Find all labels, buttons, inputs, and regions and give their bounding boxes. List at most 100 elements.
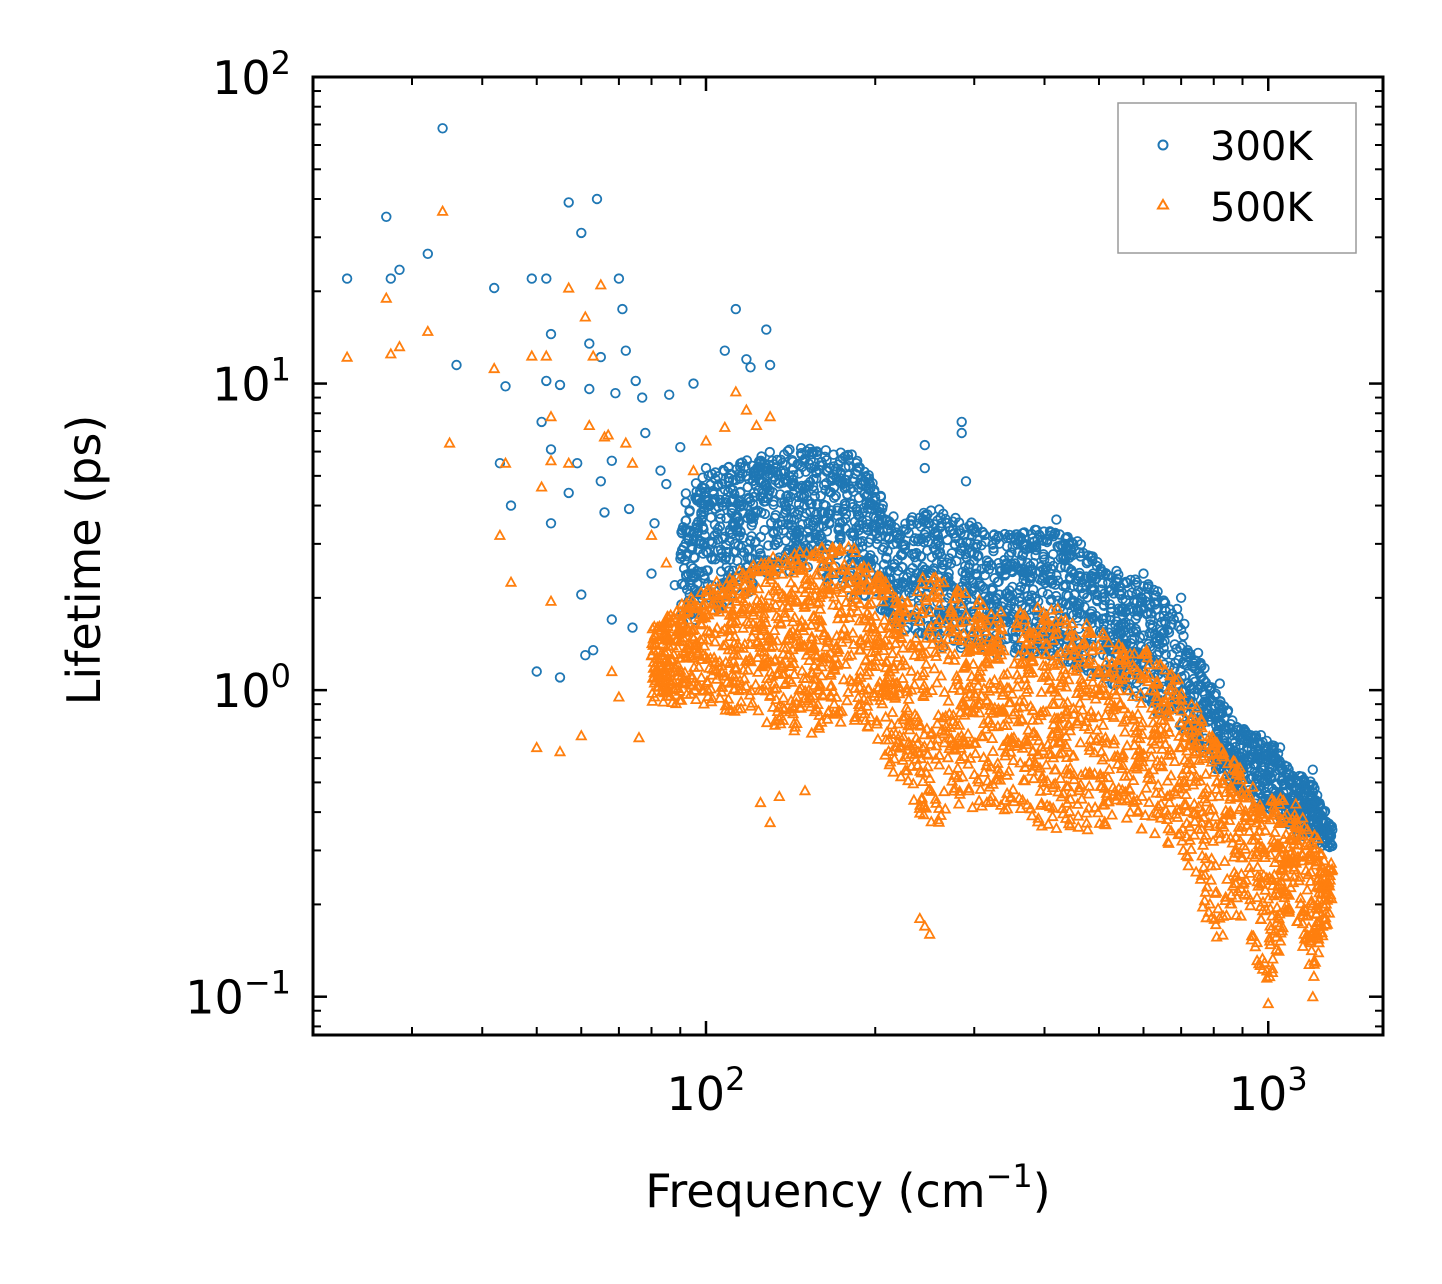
point-500k-1393 bbox=[1081, 625, 1095, 637]
point-500k-880 bbox=[1064, 813, 1077, 825]
point-500k-1998 bbox=[732, 640, 746, 652]
point-500k-1718 bbox=[699, 649, 712, 661]
point-500k-1905 bbox=[1258, 850, 1272, 862]
point-500k-1434 bbox=[1116, 783, 1129, 795]
point-500k-748 bbox=[1296, 811, 1309, 823]
point-500k-1260 bbox=[843, 673, 857, 685]
point-500k-1749 bbox=[962, 784, 976, 796]
point-300k-2233 bbox=[738, 532, 749, 543]
point-300k-2610 bbox=[505, 500, 517, 511]
point-300k-2448 bbox=[847, 499, 858, 510]
point-500k-2160 bbox=[830, 706, 844, 718]
point-500k-2030 bbox=[1082, 657, 1095, 669]
point-300k-1815 bbox=[981, 555, 993, 566]
point-300k-2639 bbox=[620, 345, 632, 356]
point-500k-816 bbox=[1185, 842, 1198, 854]
point-500k-1310 bbox=[1305, 894, 1318, 906]
point-300k-2055 bbox=[721, 561, 732, 573]
point-500k-1144 bbox=[1133, 750, 1146, 762]
point-500k-1354 bbox=[749, 678, 762, 690]
point-300k-2659 bbox=[730, 303, 742, 315]
point-500k-2246 bbox=[744, 584, 758, 596]
point-500k-1601 bbox=[1215, 750, 1229, 762]
point-500k-784 bbox=[805, 618, 818, 630]
point-500k-2228 bbox=[821, 572, 834, 584]
point-300k-2644 bbox=[640, 427, 651, 439]
point-500k-1360 bbox=[1080, 806, 1093, 818]
point-300k-2432 bbox=[1038, 551, 1049, 563]
point-500k-969 bbox=[1265, 909, 1279, 921]
point-500k-1428 bbox=[833, 542, 846, 554]
point-500k-1295 bbox=[1260, 971, 1273, 983]
point-500k-2011 bbox=[951, 583, 964, 595]
point-500k-2263 bbox=[778, 702, 791, 714]
point-500k-2178 bbox=[1026, 744, 1040, 756]
point-500k-1961 bbox=[646, 694, 659, 706]
point-300k-2664 bbox=[764, 359, 776, 371]
point-500k-1678 bbox=[916, 571, 929, 583]
point-500k-1251 bbox=[835, 704, 849, 716]
point-500k-1114 bbox=[896, 671, 909, 683]
point-500k-2192 bbox=[1184, 756, 1197, 768]
point-300k-2201 bbox=[731, 526, 743, 537]
point-300k-1983 bbox=[1105, 611, 1116, 623]
point-300k-2649 bbox=[664, 389, 675, 400]
point-500k-1530 bbox=[1311, 832, 1324, 844]
point-300k-2091 bbox=[789, 514, 800, 525]
point-500k-890 bbox=[954, 706, 967, 718]
point-500k-1900 bbox=[694, 633, 707, 645]
point-500k-1802 bbox=[812, 719, 825, 731]
point-500k-1666 bbox=[930, 739, 943, 751]
point-500k-929 bbox=[880, 725, 894, 737]
point-300k-2555 bbox=[1073, 570, 1085, 582]
point-300k-2397 bbox=[1309, 783, 1320, 794]
point-500k-487 bbox=[1105, 808, 1119, 820]
point-500k-1922 bbox=[1178, 753, 1191, 765]
point-500k-2285 bbox=[793, 683, 806, 695]
point-500k-1657 bbox=[726, 589, 740, 601]
point-500k-2230 bbox=[963, 679, 976, 691]
point-300k-2661 bbox=[745, 362, 756, 373]
point-500k-1018 bbox=[1063, 724, 1077, 736]
point-500k-708 bbox=[1071, 797, 1084, 809]
point-300k-959 bbox=[812, 514, 824, 525]
point-500k-1928 bbox=[1182, 859, 1195, 871]
point-500k-2119 bbox=[994, 678, 1007, 690]
point-300k-2463 bbox=[854, 511, 865, 522]
point-300k-2564 bbox=[1002, 532, 1014, 543]
point-300k-2658 bbox=[728, 493, 739, 505]
point-500k-188 bbox=[972, 794, 986, 806]
point-500k-2266 bbox=[755, 683, 769, 695]
point-500k-1341 bbox=[1277, 793, 1290, 805]
point-500k-2144 bbox=[896, 753, 909, 765]
point-500k-2002 bbox=[932, 708, 945, 720]
point-500k-1639 bbox=[1066, 749, 1079, 761]
point-300k-2574 bbox=[688, 563, 699, 574]
point-500k-2004 bbox=[1088, 800, 1102, 812]
point-500k-1692 bbox=[848, 710, 862, 722]
point-300k-2054 bbox=[1152, 586, 1163, 597]
point-300k-2638 bbox=[617, 303, 628, 315]
point-300k-2331 bbox=[698, 548, 709, 559]
point-500k-1638 bbox=[809, 568, 822, 580]
point-500k-2251 bbox=[917, 666, 931, 678]
point-300k-2025 bbox=[1169, 639, 1180, 650]
point-300k-2336 bbox=[1142, 608, 1153, 619]
point-500k-1473 bbox=[1083, 740, 1096, 752]
point-300k-2087 bbox=[1132, 585, 1144, 597]
point-500k-813 bbox=[870, 714, 883, 726]
point-300k-2440 bbox=[1248, 737, 1259, 748]
point-500k-696 bbox=[793, 545, 807, 557]
point-500k-1898 bbox=[827, 657, 840, 669]
point-500k-1443 bbox=[1263, 931, 1276, 943]
point-300k-2329 bbox=[1178, 685, 1189, 696]
point-500k-2012 bbox=[1229, 830, 1243, 842]
marks-layer bbox=[340, 123, 1339, 1009]
point-300k-2556 bbox=[770, 510, 781, 521]
point-500k-563 bbox=[920, 657, 933, 669]
point-500k-2058 bbox=[1122, 781, 1136, 793]
point-500k-2078 bbox=[1271, 882, 1284, 894]
point-500k-1382 bbox=[935, 723, 949, 735]
point-300k-2411 bbox=[870, 521, 881, 532]
point-500k-1138 bbox=[1062, 717, 1075, 729]
